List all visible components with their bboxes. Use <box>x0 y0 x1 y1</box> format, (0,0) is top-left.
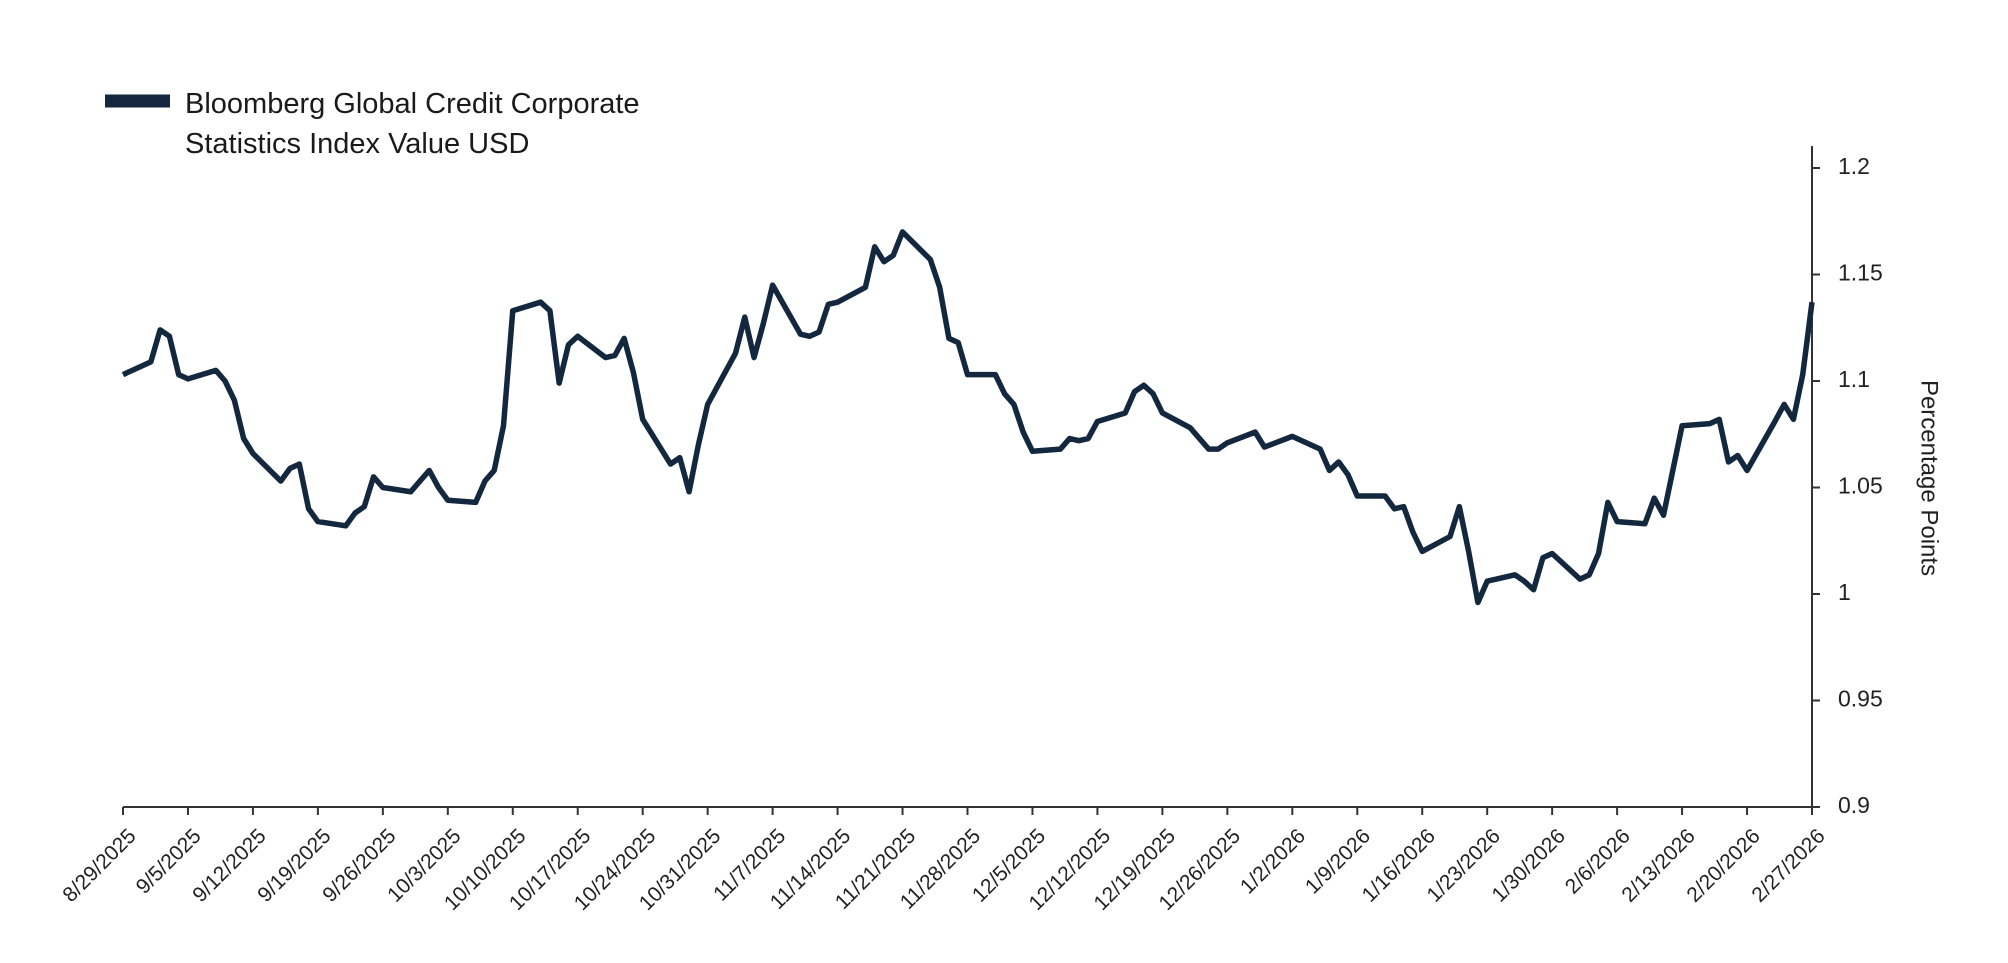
x-tick-label: 1/2/2026 <box>1236 824 1310 898</box>
y-tick-label: 1 <box>1838 579 1851 605</box>
y-tick-label: 1.1 <box>1838 366 1870 392</box>
y-axis-title: Percentage Points <box>1916 380 1943 576</box>
y-tick-label: 0.9 <box>1838 792 1870 818</box>
y-tick-label: 1.2 <box>1838 153 1870 179</box>
legend-label: Bloomberg Global Credit Corporate Statis… <box>185 88 640 160</box>
data-line <box>121 229 1815 606</box>
y-tick-label: 0.95 <box>1838 686 1883 712</box>
y-tick-label: 1.15 <box>1838 260 1883 286</box>
y-tick-label: 1.05 <box>1838 473 1883 499</box>
x-tick-label: 8/29/2025 <box>58 824 140 906</box>
